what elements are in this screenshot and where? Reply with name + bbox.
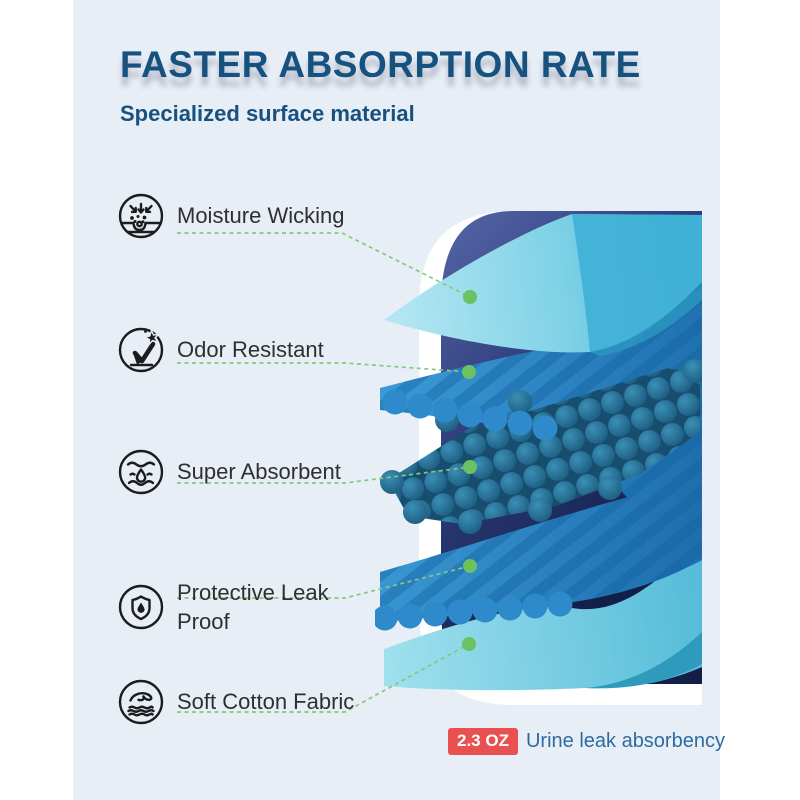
feature-soft-cotton: Soft Cotton Fabric [118,679,365,725]
feature-moisture-wicking: Moisture Wicking [118,193,365,239]
odor-resistant-icon [118,327,164,373]
feature-super-absorbent: Super Absorbent [118,449,365,495]
moisture-wicking-icon [118,193,164,239]
super-absorbent-icon [118,449,164,495]
feature-label: Moisture Wicking [177,203,345,229]
leak-proof-shield-icon [118,584,164,630]
absorbency-badge: 2.3 OZ [448,728,518,755]
feature-label: Odor Resistant [177,337,324,363]
feature-leak-proof: Protective Leak Proof [118,578,365,636]
page-title: FASTER ABSORPTION RATE [120,44,641,85]
feature-label: Soft Cotton Fabric [177,689,355,715]
feature-odor-resistant: Odor Resistant [118,327,365,373]
absorbency-row: 2.3 OZ Urine leak absorbency [448,728,725,755]
feature-label: Super Absorbent [177,459,341,485]
page-subtitle: Specialized surface material [120,100,415,126]
header: FASTER ABSORPTION RATE Specialized surfa… [120,44,720,127]
feature-label: Protective Leak Proof [177,580,329,635]
soft-cotton-icon [118,679,164,725]
absorbency-caption: Urine leak absorbency [525,730,725,752]
